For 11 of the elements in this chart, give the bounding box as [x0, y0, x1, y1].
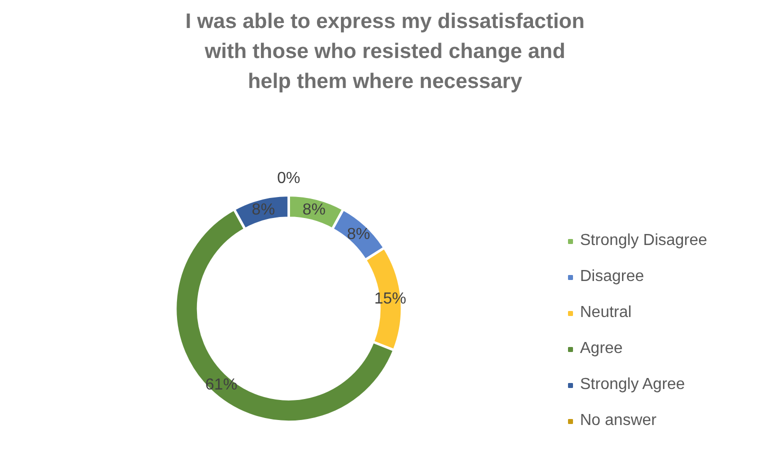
legend-label: Strongly Disagree — [580, 232, 708, 250]
data-label: 8% — [302, 201, 326, 218]
text: 0% — [277, 170, 300, 187]
legend-label: Disagree — [580, 268, 644, 286]
data-label: 8% — [252, 201, 275, 218]
legend-label: Neutral — [580, 304, 632, 322]
chart-title: I was able to express my dissatisfaction with those who resisted change and help them where necessary — [185, 10, 585, 93]
legend-label: Agree — [580, 340, 623, 358]
legend-label: Strongly Agree — [580, 376, 685, 394]
legend-label: No answer — [580, 412, 656, 430]
data-label: 8% — [346, 226, 370, 243]
